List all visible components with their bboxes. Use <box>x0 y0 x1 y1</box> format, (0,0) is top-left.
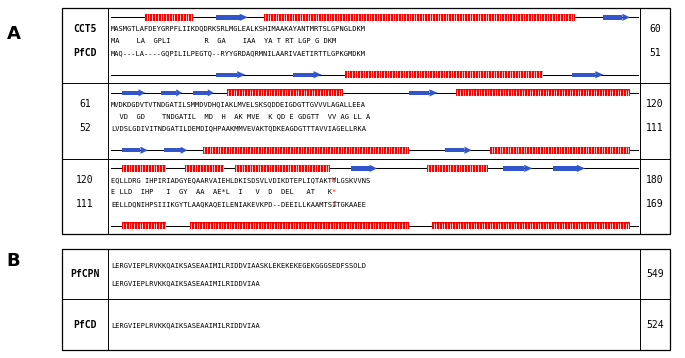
FancyBboxPatch shape <box>121 148 140 153</box>
Text: 120: 120 <box>646 99 664 109</box>
FancyBboxPatch shape <box>445 148 464 153</box>
FancyBboxPatch shape <box>203 147 408 154</box>
FancyBboxPatch shape <box>161 91 176 95</box>
FancyBboxPatch shape <box>164 148 181 153</box>
Polygon shape <box>237 71 245 78</box>
FancyBboxPatch shape <box>603 15 623 20</box>
Polygon shape <box>464 147 472 154</box>
FancyBboxPatch shape <box>572 73 595 77</box>
Text: PfCPN: PfCPN <box>71 269 99 279</box>
Text: I: I <box>332 201 336 207</box>
Text: PfCD: PfCD <box>73 320 97 330</box>
Text: MA    LA  GPLI        R  GA    IAA  YA T RT LGP G DKM: MA LA GPLI R GA IAA YA T RT LGP G DKM <box>111 38 336 44</box>
Text: MASMGTLAFDEYGRPFLIIKDQDRKSRLMGLEALKSHIMAAKAYANTMRTSLGPNGLDKM: MASMGTLAFDEYGRPFLIIKDQDRKSRLMGLEALKSHIMA… <box>111 26 366 32</box>
Polygon shape <box>240 14 248 21</box>
Text: 51: 51 <box>649 48 661 58</box>
Polygon shape <box>577 165 585 172</box>
FancyBboxPatch shape <box>121 165 166 172</box>
FancyBboxPatch shape <box>121 91 138 95</box>
Text: 52: 52 <box>79 124 91 134</box>
Text: A: A <box>7 25 21 43</box>
Text: LERGVIEPLRVKKQAIKSASEAAIMILRIDDVIAASKLEKEKEKEGEKGGGSEDFSSOLD: LERGVIEPLRVKKQAIKSASEAAIMILRIDDVIAASKLEK… <box>111 262 366 268</box>
Text: 111: 111 <box>646 124 664 134</box>
FancyBboxPatch shape <box>235 165 329 172</box>
Polygon shape <box>140 147 148 154</box>
Polygon shape <box>176 89 182 96</box>
FancyBboxPatch shape <box>408 91 429 95</box>
Bar <box>62 249 670 350</box>
FancyBboxPatch shape <box>192 91 208 95</box>
FancyBboxPatch shape <box>490 147 630 154</box>
Text: 180: 180 <box>646 175 664 185</box>
FancyBboxPatch shape <box>145 14 192 21</box>
Text: E LLD  IHP   I  GY  AA  AE*L  I   V  D  DEL   AT   K: E LLD IHP I GY AA AE*L I V D DEL AT K <box>111 189 332 195</box>
Text: H: H <box>332 177 336 183</box>
FancyBboxPatch shape <box>185 165 224 172</box>
Text: LVDSLGDIVITNDGATILDEMDIQHPAAKMMVEVAKTQDKEAGDGTTTAVVIAGELLRKA: LVDSLGDIVITNDGATILDEMDIQHPAAKMMVEVAKTQDK… <box>111 125 366 131</box>
Text: MVDKDGDVTVTNDGATILSMMDVDHQIAKLMVELSKSQDDEIGDGTTGVVVLAGALLEEA: MVDKDGDVTVTNDGATILSMMDVDHQIAKLMVELSKSQDD… <box>111 101 366 107</box>
Polygon shape <box>370 165 377 172</box>
Polygon shape <box>181 147 188 154</box>
FancyBboxPatch shape <box>264 14 575 21</box>
Text: 524: 524 <box>646 320 664 330</box>
FancyBboxPatch shape <box>121 222 166 229</box>
FancyBboxPatch shape <box>345 71 543 78</box>
Text: 60: 60 <box>649 24 661 34</box>
Text: *: * <box>332 189 336 195</box>
Polygon shape <box>524 165 532 172</box>
FancyBboxPatch shape <box>216 73 237 77</box>
FancyBboxPatch shape <box>427 165 488 172</box>
Text: VD  GD    TNDGATIL  MD  H  AK MVE  K QD E GDGTT  VV AG LL A: VD GD TNDGATIL MD H AK MVE K QD E GDGTT … <box>111 113 370 120</box>
Text: 61: 61 <box>79 99 91 109</box>
Text: 169: 169 <box>646 199 664 209</box>
FancyBboxPatch shape <box>227 89 342 96</box>
Text: EQLLDRG IHPIRIADGYEQAARVAIEHLDKISDSVLVDIKDTEPLIQTAKTTLGSKVVNS: EQLLDRG IHPIRIADGYEQAARVAIEHLDKISDSVLVDI… <box>111 177 370 183</box>
Text: EELLDQNIHPSIIIKGYTLAAQKAQEILENIAKEVKPD--DEEILLKAAMTSITGKAAEE: EELLDQNIHPSIIIKGYTLAAQKAQEILENIAKEVKPD--… <box>111 201 366 207</box>
Polygon shape <box>138 89 145 96</box>
Polygon shape <box>429 89 438 96</box>
Text: PfCD: PfCD <box>73 48 97 58</box>
FancyBboxPatch shape <box>292 73 314 77</box>
FancyBboxPatch shape <box>503 166 524 171</box>
Text: 111: 111 <box>76 199 94 209</box>
FancyBboxPatch shape <box>190 222 408 229</box>
Text: 120: 120 <box>76 175 94 185</box>
Polygon shape <box>314 71 322 78</box>
Text: LERGVIEPLRVKKQAIKSASEAAIMILRIDDVIAA: LERGVIEPLRVKKQAIKSASEAAIMILRIDDVIAA <box>111 280 260 286</box>
FancyBboxPatch shape <box>351 166 370 171</box>
Bar <box>62 8 670 234</box>
Text: 549: 549 <box>646 269 664 279</box>
Text: CCT5: CCT5 <box>73 24 97 34</box>
Polygon shape <box>208 89 214 96</box>
Text: B: B <box>7 252 21 270</box>
FancyBboxPatch shape <box>432 222 630 229</box>
FancyBboxPatch shape <box>553 166 577 171</box>
FancyBboxPatch shape <box>216 15 240 20</box>
Text: LERGVIEPLRVKKQAIKSASEAAIMILRIDDVIAA: LERGVIEPLRVKKQAIKSASEAAIMILRIDDVIAA <box>111 322 260 328</box>
Polygon shape <box>595 71 603 78</box>
FancyBboxPatch shape <box>456 89 630 96</box>
Polygon shape <box>623 14 630 21</box>
Text: MAQ---LA----GQPILILPEGTQ--RYYGRDAQRMNILAARIVAETIRTTLGPKGMDKM: MAQ---LA----GQPILILPEGTQ--RYYGRDAQRMNILA… <box>111 50 366 56</box>
